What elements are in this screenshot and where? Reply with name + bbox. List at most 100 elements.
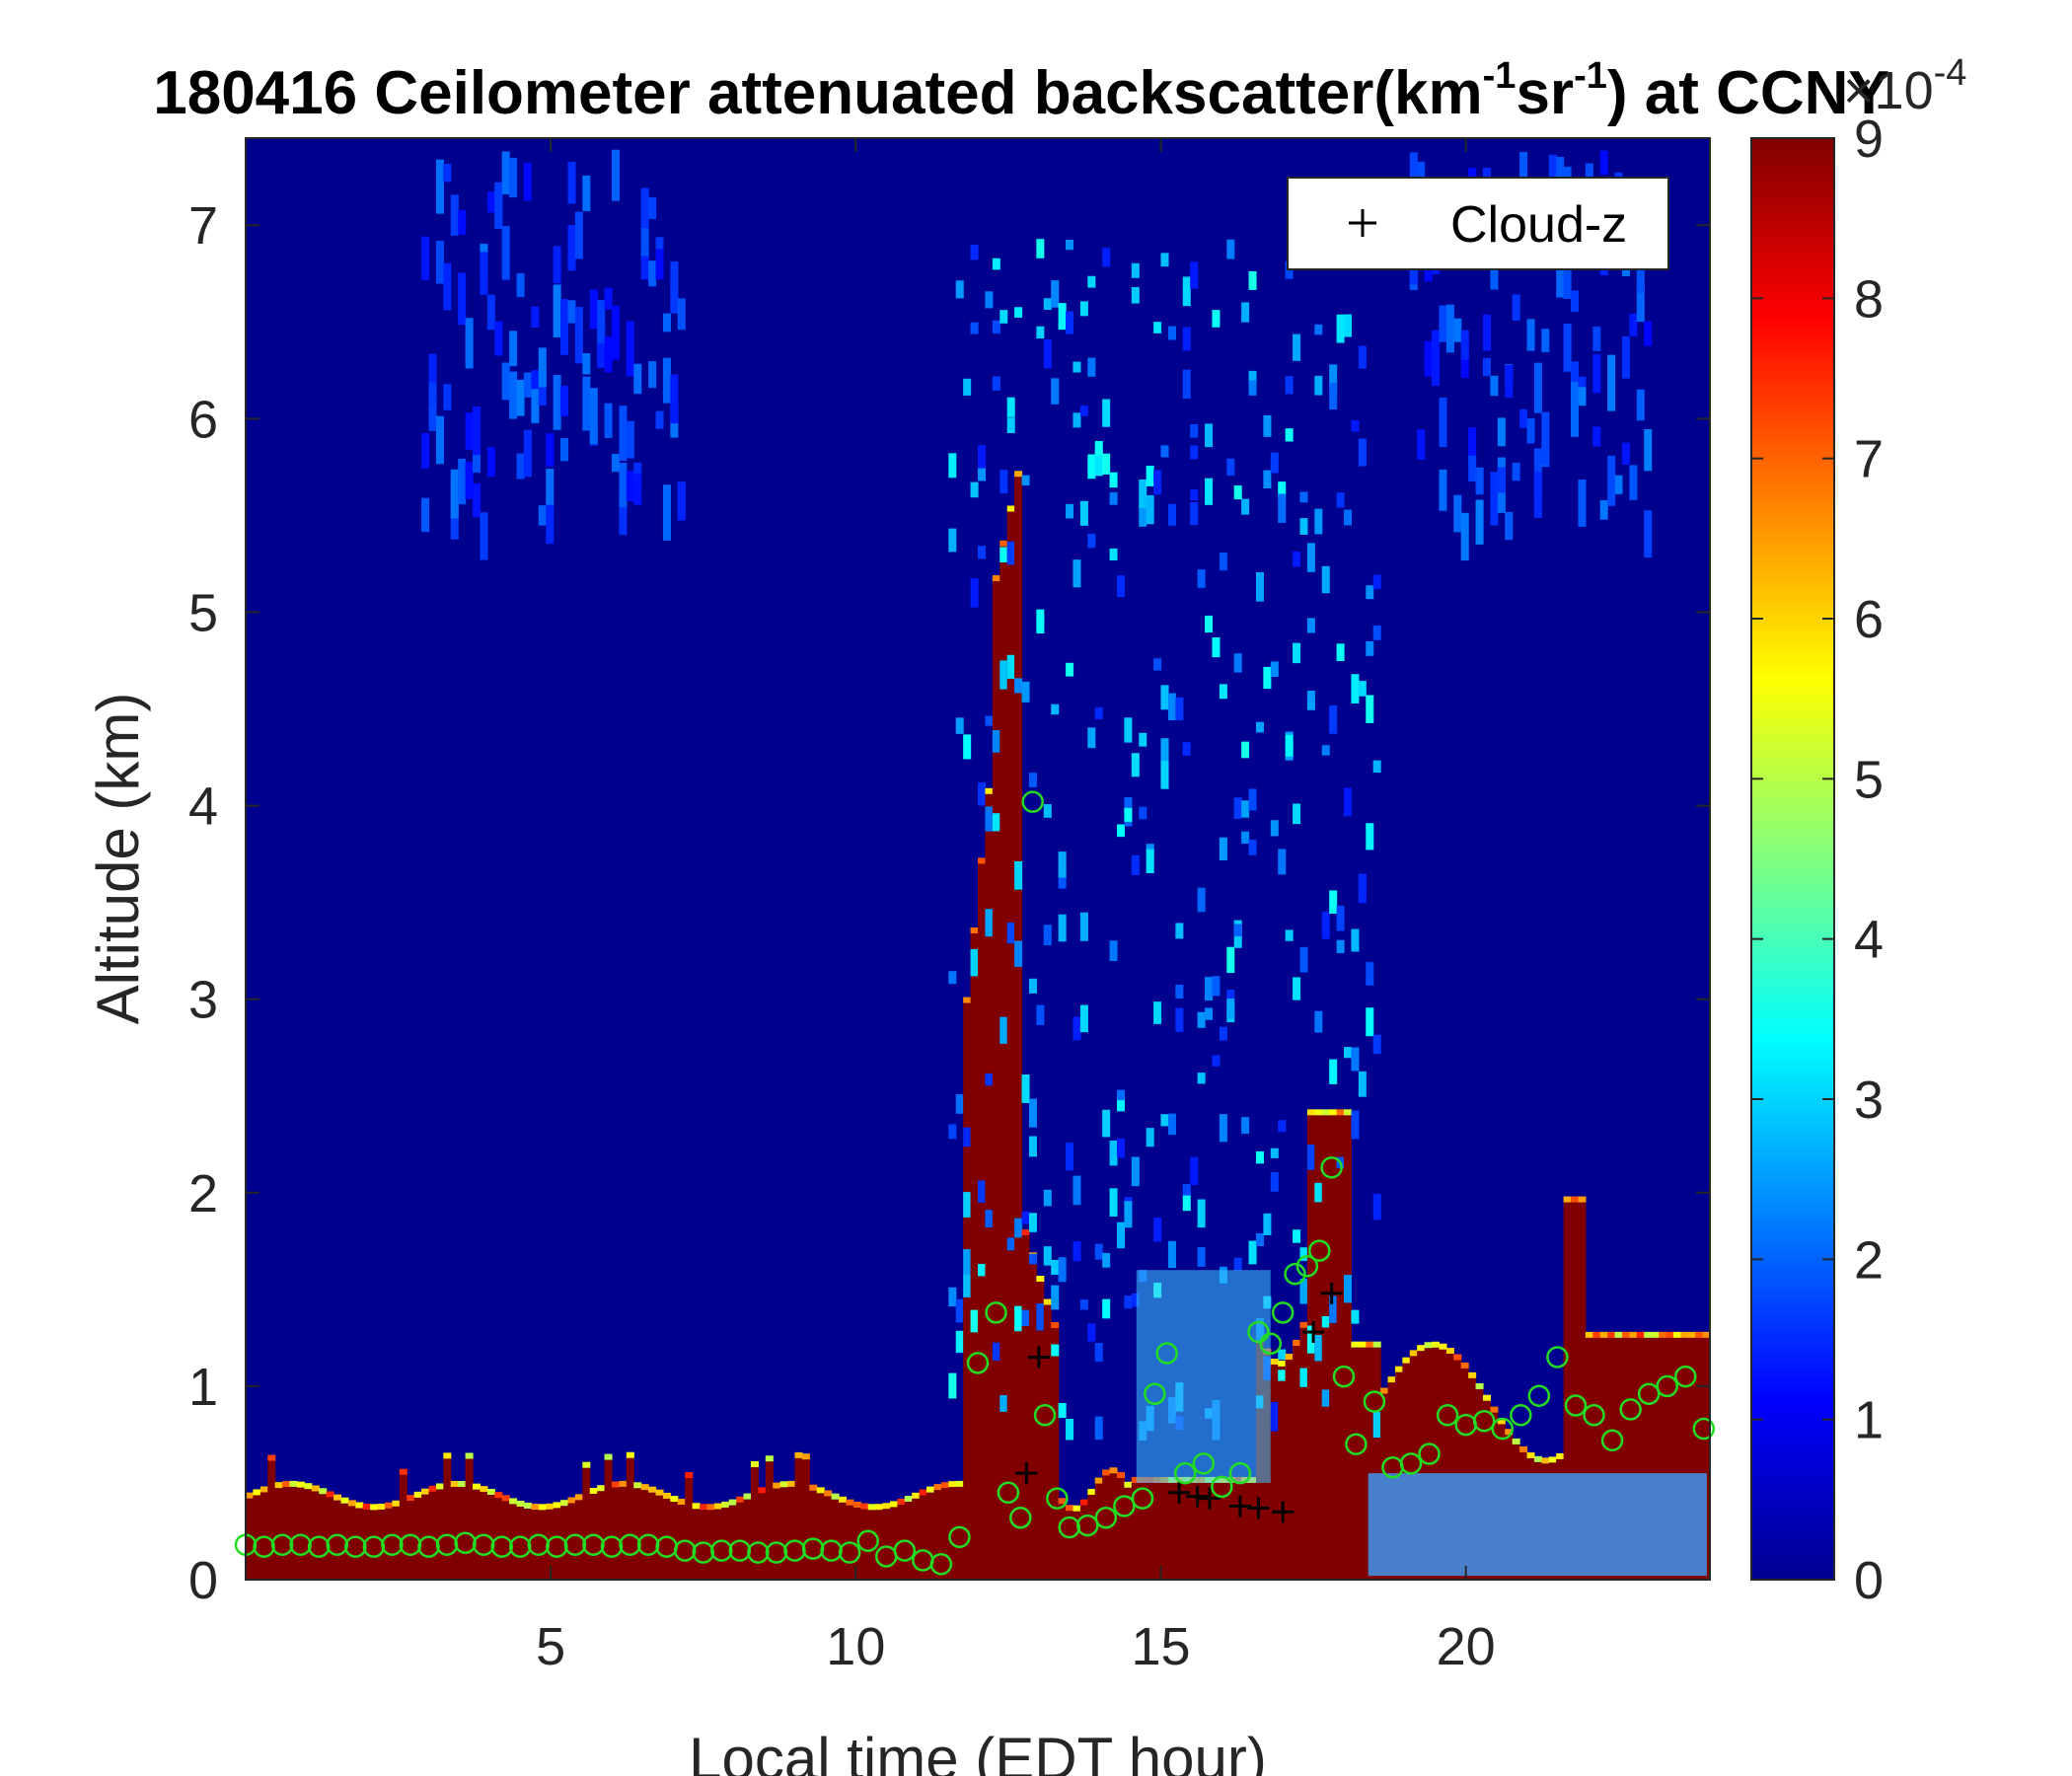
heatmap-cell	[1036, 239, 1045, 259]
heatmap-cell	[889, 1501, 898, 1508]
heatmap-cell	[1160, 1114, 1169, 1127]
heatmap-cell	[1197, 1011, 1206, 1028]
heatmap-cell	[1233, 485, 1242, 500]
heatmap-cell	[246, 1492, 255, 1499]
heatmap-cell	[1087, 357, 1096, 377]
heatmap-cell	[1306, 543, 1315, 572]
heatmap-cell	[1424, 340, 1433, 377]
heatmap-cell	[1293, 1229, 1301, 1243]
plot-frame	[245, 137, 1711, 1581]
heatmap-cell	[758, 1487, 767, 1494]
heatmap-cell	[1351, 419, 1360, 432]
heatmap-cell	[1094, 448, 1103, 477]
heatmap-cell	[1102, 1109, 1111, 1138]
heatmap-cell	[963, 734, 972, 760]
heatmap-cell	[1248, 840, 1257, 855]
heatmap-cell	[267, 1460, 276, 1580]
heatmap-cell	[296, 1481, 305, 1488]
heatmap-cell	[1644, 1337, 1653, 1580]
colorbar: 0 1 2 3 4 5 6 7 8 9 ×10-4	[1750, 52, 1966, 1610]
heatmap-cell	[948, 971, 957, 985]
heatmap-cell	[1592, 1337, 1601, 1580]
heatmap-cell	[1109, 1188, 1118, 1217]
heatmap-cell	[1578, 1202, 1587, 1580]
heatmap-cell	[1087, 1495, 1096, 1580]
heatmap-cell	[985, 806, 994, 832]
heatmap-cell	[1131, 286, 1140, 304]
heatmap-cell	[574, 1500, 583, 1580]
heatmap-cell	[955, 717, 964, 734]
heatmap-cell	[1270, 661, 1279, 677]
layer-height-point	[1472, 1409, 1496, 1433]
heatmap-cell	[1014, 940, 1023, 967]
markers	[234, 790, 1716, 1576]
heatmap-cell	[1058, 914, 1067, 942]
heatmap-cell	[1636, 1337, 1645, 1580]
heatmap-cell	[1585, 1337, 1593, 1580]
heatmap-cell	[465, 462, 474, 499]
cloud-z-point	[1015, 1462, 1038, 1485]
heatmap-cell	[531, 1510, 540, 1580]
heatmap-cell	[1028, 1253, 1037, 1265]
heatmap-cell	[948, 1481, 957, 1488]
heatmap-cell	[1190, 1156, 1199, 1186]
heatmap-cell	[1432, 1347, 1441, 1580]
heatmap-cell	[1233, 653, 1242, 673]
heatmap-cell	[546, 433, 555, 467]
heatmap-cell	[1079, 301, 1088, 317]
heatmap-cell	[1644, 321, 1653, 346]
heatmap-cell	[1512, 463, 1520, 481]
heatmap-cell	[655, 237, 664, 258]
heatmap-cell	[473, 455, 481, 474]
heatmap-cell	[1314, 375, 1323, 396]
heatmap-cell	[1366, 695, 1374, 723]
heatmap-cell	[1306, 618, 1315, 633]
colorbar-tick-label: 9	[1854, 110, 1884, 169]
heatmap-cell	[1293, 552, 1301, 567]
heatmap-cell	[1329, 382, 1338, 410]
heatmap-cell	[978, 1180, 987, 1203]
heatmap-cell	[553, 1508, 561, 1580]
heatmap-cell	[1512, 294, 1520, 321]
heatmap-cell	[860, 1503, 869, 1510]
heatmap-cell	[1321, 1115, 1330, 1580]
heatmap-cell	[1344, 1115, 1353, 1580]
layer-height-point	[1363, 1390, 1386, 1413]
heatmap-cell	[619, 1486, 628, 1580]
heatmap-cell	[1109, 1467, 1118, 1474]
heatmap-cell	[626, 1451, 634, 1458]
heatmap-cell	[516, 272, 525, 298]
cloud-z-point	[1228, 1495, 1251, 1517]
heatmap-cell	[1175, 923, 1184, 939]
heatmap-cell	[553, 374, 561, 430]
heatmap-cell	[1058, 851, 1067, 878]
heatmap-cell	[362, 1509, 371, 1580]
layer-height-point	[1619, 1398, 1642, 1421]
heatmap-cell	[435, 240, 444, 284]
heatmap-cell	[560, 1500, 569, 1507]
heatmap-cell	[1079, 1505, 1088, 1580]
heatmap-cell	[1028, 773, 1037, 787]
heatmap-cell	[612, 1487, 621, 1580]
heatmap-cell	[1599, 150, 1608, 175]
heatmap-cell	[1351, 1110, 1360, 1140]
heatmap-cell	[1445, 1354, 1454, 1580]
layer-height-point	[1046, 1487, 1069, 1510]
heatmap-cell	[992, 729, 1000, 753]
heatmap-cell	[1432, 330, 1441, 386]
heatmap-cell	[1571, 381, 1580, 437]
heatmap-cell	[1592, 326, 1601, 351]
heatmap-cell	[736, 1496, 745, 1503]
heatmap-cell	[1094, 440, 1103, 456]
heatmap-cell	[1314, 324, 1323, 335]
y-tick-label: 7	[188, 196, 218, 256]
heatmap-cell	[1351, 1047, 1360, 1072]
heatmap-cell	[282, 1481, 291, 1488]
x-tick-label: 20	[1437, 1617, 1496, 1676]
heatmap-cell	[948, 453, 957, 479]
heatmap-cell	[1621, 1331, 1630, 1338]
heatmap-cell	[1402, 1357, 1411, 1364]
heatmap-cell	[1336, 1115, 1345, 1580]
heatmap-cell	[465, 1458, 474, 1580]
heatmap-cell	[648, 361, 657, 389]
